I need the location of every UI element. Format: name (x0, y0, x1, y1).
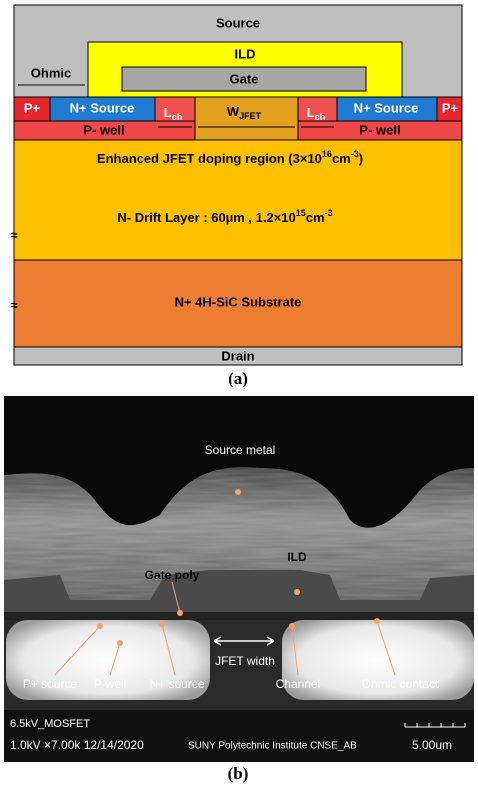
label: P+ source (23, 677, 78, 691)
label: JFET width (215, 654, 275, 668)
label: ILD (235, 46, 256, 61)
label: Source metal (205, 443, 276, 457)
label: N+ source (149, 677, 204, 691)
label-part: cm (332, 151, 351, 166)
label-part: ) (359, 151, 363, 166)
label: 6.5kV_MOSFET (10, 718, 90, 730)
label: W (227, 104, 240, 119)
superscript: -3 (325, 208, 333, 218)
marker (235, 489, 241, 495)
label: JFET (239, 111, 262, 121)
label: 1.0kV ×7.00k 12/14/2020 (10, 738, 144, 752)
label: N+ 4H-SiC Substrate (175, 294, 302, 309)
caption: (b) (228, 764, 249, 783)
superscript: -3 (351, 149, 359, 159)
marker (294, 589, 300, 595)
label: L (164, 105, 172, 120)
label: N+ Source (354, 100, 419, 115)
label: N+ Source (70, 100, 135, 115)
label-part: Enhanced JFET doping region (3×10 (97, 151, 322, 166)
label: ch (172, 112, 183, 122)
label: P- well (359, 122, 400, 137)
break-mark: ≈ (10, 227, 17, 242)
label: L (307, 105, 315, 120)
label: P+ (24, 100, 41, 115)
superscript: 16 (322, 149, 332, 159)
label: P-well (94, 677, 127, 691)
label: Channel (276, 677, 321, 691)
label: P- well (83, 122, 124, 137)
label: Source (216, 15, 260, 30)
figure: Source ILD Gate Ohmic P+ N+ Source Lch W… (0, 0, 478, 787)
label: Ohmic (31, 65, 71, 80)
label: P+ (442, 100, 459, 115)
label: Gate (230, 71, 259, 86)
superscript: 15 (296, 208, 306, 218)
gate-poly-layer (4, 612, 474, 620)
label-part: N- Drift Layer : 60µm , 1.2×10 (117, 210, 295, 225)
label: ILD (287, 550, 307, 564)
label: Ohmic contact (362, 677, 439, 691)
label: Drain (221, 348, 254, 363)
label: Gate poly (145, 568, 200, 582)
caption: (a) (228, 369, 248, 388)
label: ch (315, 112, 326, 122)
break-mark: ≈ (10, 297, 17, 312)
label: SUNY Polytechnic Institute CNSE_AB (188, 741, 357, 752)
label: 5.00um (412, 738, 452, 752)
label-part: cm (306, 210, 325, 225)
